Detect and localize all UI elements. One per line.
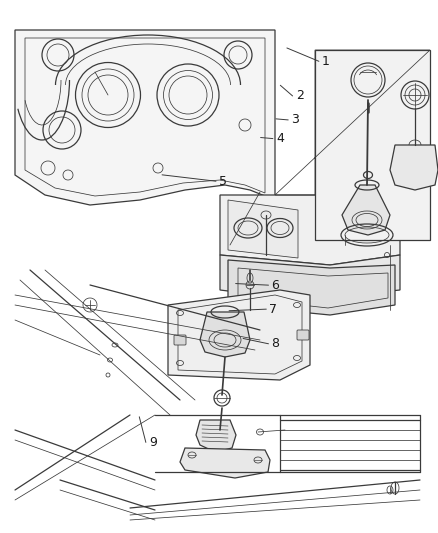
Polygon shape — [315, 50, 430, 240]
Text: 1: 1 — [322, 55, 330, 68]
Text: 7: 7 — [269, 303, 277, 316]
Polygon shape — [228, 200, 298, 258]
Polygon shape — [228, 260, 395, 315]
Polygon shape — [15, 30, 275, 205]
Text: 2: 2 — [296, 90, 304, 102]
Text: 4: 4 — [276, 132, 284, 145]
FancyBboxPatch shape — [174, 335, 186, 345]
Polygon shape — [220, 255, 400, 300]
Text: 3: 3 — [291, 114, 299, 126]
Text: 6: 6 — [272, 279, 279, 292]
Polygon shape — [200, 312, 250, 357]
Text: 8: 8 — [272, 337, 279, 350]
Text: 9: 9 — [149, 436, 157, 449]
Polygon shape — [168, 290, 310, 380]
Polygon shape — [220, 195, 400, 265]
FancyBboxPatch shape — [297, 330, 309, 340]
Polygon shape — [390, 145, 438, 190]
Text: 5: 5 — [219, 175, 227, 188]
Polygon shape — [196, 420, 236, 452]
Polygon shape — [342, 185, 390, 235]
Polygon shape — [180, 448, 270, 478]
